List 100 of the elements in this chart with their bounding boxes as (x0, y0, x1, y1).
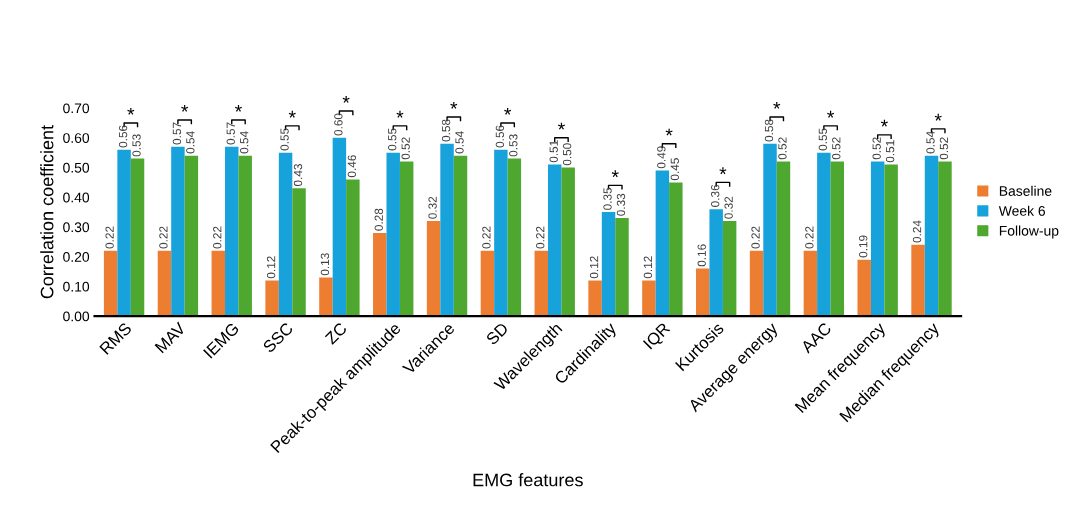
bar (507, 158, 522, 317)
bar (225, 146, 239, 317)
data-label: 0.52 (401, 137, 410, 160)
data-label: 0.54 (240, 131, 249, 154)
data-label: 0.28 (374, 208, 383, 231)
data-label: 0.58 (764, 119, 774, 142)
annotation: * (880, 119, 888, 127)
data-label: 0.22 (536, 226, 545, 249)
y-tick-label: 0.30 (63, 222, 90, 233)
data-label: 0.45 (670, 158, 679, 181)
annotation: * (396, 110, 404, 118)
bar (615, 218, 629, 317)
data-label: 0.46 (347, 155, 357, 178)
bar (817, 152, 831, 317)
bar (763, 143, 777, 317)
bar (696, 268, 710, 317)
bar (130, 158, 145, 317)
annotation: * (773, 101, 781, 109)
data-label: 0.16 (697, 244, 706, 267)
data-label: 0.12 (266, 256, 276, 279)
legend-label: Week 6 (998, 205, 1046, 216)
bar (534, 250, 548, 317)
data-label: 0.43 (293, 164, 303, 187)
data-label: 0.58 (441, 119, 451, 142)
annotation: * (127, 107, 135, 115)
bar (265, 280, 279, 317)
bar (440, 143, 454, 317)
data-label: 0.22 (105, 226, 114, 249)
bar (857, 259, 871, 317)
bar (776, 161, 791, 317)
data-label: 0.12 (643, 256, 653, 279)
annotation: * (288, 110, 296, 118)
bar (803, 250, 818, 317)
bar (884, 164, 898, 317)
data-label: 0.52 (872, 137, 881, 160)
bar (547, 164, 562, 317)
annotation: * (450, 101, 458, 109)
annotation: * (934, 113, 942, 121)
bar (211, 250, 226, 317)
bar (386, 152, 400, 317)
legend-label: Baseline (999, 185, 1052, 196)
bar (830, 161, 845, 317)
data-label: 0.33 (616, 193, 626, 216)
bar (669, 182, 683, 317)
data-label: 0.54 (186, 131, 195, 154)
bar (911, 244, 925, 317)
annotation: * (557, 122, 565, 130)
y-axis-title: Correlation coefficient (40, 125, 54, 299)
data-label: 0.52 (778, 137, 787, 160)
data-label: 0.55 (280, 128, 289, 151)
bar (292, 188, 306, 317)
data-label: 0.52 (832, 137, 841, 160)
data-label: 0.55 (818, 128, 828, 151)
annotation: * (827, 110, 835, 118)
bar (938, 161, 952, 317)
y-tick-label: 0.00 (63, 311, 90, 322)
y-tick-label: 0.60 (63, 133, 90, 143)
data-label: 0.50 (562, 143, 572, 166)
x-axis-title: EMG features (473, 473, 583, 487)
y-tick-label: 0.40 (63, 192, 90, 203)
y-tick-label: 0.50 (63, 162, 90, 173)
data-label: 0.53 (132, 134, 141, 157)
data-label: 0.35 (603, 187, 612, 210)
data-label: 0.22 (159, 226, 168, 249)
y-tick-label: 0.20 (63, 252, 90, 262)
text: * (342, 96, 350, 103)
bar (749, 250, 764, 317)
bar (278, 152, 293, 317)
bar (480, 250, 495, 317)
data-label: 0.19 (859, 235, 868, 258)
bar (601, 212, 616, 317)
data-label: 0.60 (334, 113, 343, 136)
bar (655, 170, 670, 317)
data-label: 0.57 (226, 122, 235, 145)
bar (157, 250, 172, 317)
data-label: 0.51 (885, 140, 895, 163)
bar (238, 155, 252, 317)
data-label: 0.56 (495, 125, 505, 148)
data-label: 0.22 (751, 226, 760, 249)
bar (117, 149, 131, 317)
bar (453, 155, 468, 317)
bar (870, 161, 885, 317)
bar (373, 232, 387, 317)
legend-label: Follow-up (999, 225, 1059, 239)
data-label: 0.22 (482, 226, 491, 249)
bar (319, 277, 333, 317)
data-label: 0.32 (724, 196, 733, 219)
annotation: * (719, 167, 727, 175)
y-tick-label: 0.70 (63, 103, 90, 114)
bar (426, 221, 441, 317)
data-label: 0.54 (926, 131, 935, 154)
bar (561, 167, 575, 317)
data-label: 0.56 (118, 125, 128, 148)
x-tick-label: ZC (324, 321, 348, 345)
bar (171, 146, 185, 317)
data-label: 0.55 (388, 128, 397, 151)
bar (103, 250, 118, 317)
data-label: 0.52 (939, 137, 949, 160)
data-label: 0.51 (549, 140, 558, 163)
bar (346, 179, 360, 317)
